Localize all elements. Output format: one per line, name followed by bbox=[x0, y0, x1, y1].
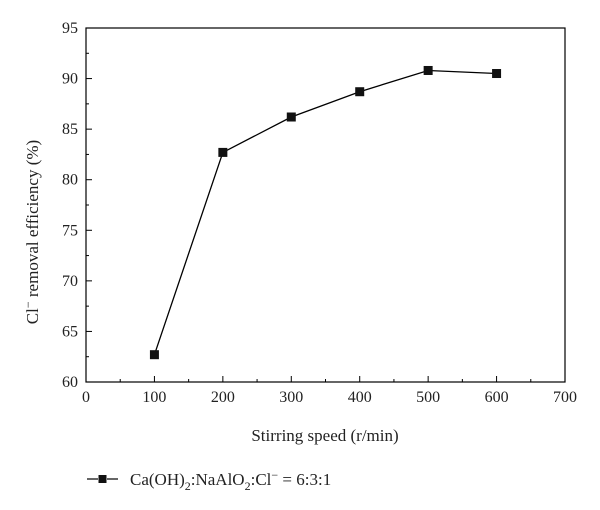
x-tick-label: 600 bbox=[485, 389, 509, 406]
x-tick-label: 700 bbox=[553, 389, 577, 406]
series bbox=[149, 65, 502, 360]
x-tick-label: 0 bbox=[82, 389, 90, 406]
legend-part1: Ca(OH) bbox=[130, 470, 185, 489]
legend-part2: :NaAlO bbox=[191, 470, 245, 489]
x-axis-title: Stirring speed (r/min) bbox=[251, 426, 398, 445]
data-point bbox=[218, 147, 228, 157]
ticks: 0 100 200 300 400 500 600 700 60 65 70 75 80 85 90 95 bbox=[62, 20, 577, 406]
x-tick-label: 400 bbox=[348, 389, 372, 406]
y-tick-label: 60 bbox=[62, 374, 78, 391]
y-axis-title-superscript: − bbox=[21, 301, 35, 308]
legend-part3: :Cl bbox=[251, 470, 272, 489]
plot-frame bbox=[85, 27, 566, 383]
legend-sub2: 2 bbox=[245, 479, 251, 493]
y-axis-title: Cl− removal efficiency (%) bbox=[21, 140, 42, 324]
x-tick-label: 100 bbox=[142, 389, 166, 406]
x-tick-label: 500 bbox=[416, 389, 440, 406]
y-tick-label: 85 bbox=[62, 121, 78, 138]
y-tick-label: 95 bbox=[62, 20, 78, 37]
legend-label: Ca(OH)2:NaAlO2:Cl− = 6:3:1 bbox=[130, 468, 331, 493]
y-tick-label: 65 bbox=[62, 323, 78, 340]
data-point bbox=[286, 112, 296, 122]
y-tick-label: 90 bbox=[62, 71, 78, 88]
data-point bbox=[149, 350, 159, 360]
x-tick-label: 300 bbox=[279, 389, 303, 406]
y-tick-label: 70 bbox=[62, 273, 78, 290]
legend-marker bbox=[98, 475, 107, 483]
legend-sub1: 2 bbox=[185, 479, 191, 493]
series-line bbox=[153, 69, 497, 355]
axes bbox=[85, 27, 566, 383]
legend-sup1: − bbox=[271, 468, 278, 482]
data-point bbox=[355, 87, 365, 97]
legend: Ca(OH)2:NaAlO2:Cl− = 6:3:1 bbox=[87, 468, 331, 493]
legend-part4: = 6:3:1 bbox=[278, 470, 331, 489]
y-axis-title-rest: removal efficiency (%) bbox=[23, 140, 42, 302]
y-tick-label: 75 bbox=[62, 222, 78, 239]
x-tick-label: 200 bbox=[211, 389, 235, 406]
data-point bbox=[423, 65, 433, 75]
y-axis-title-main: Cl bbox=[23, 308, 42, 324]
data-point bbox=[492, 69, 502, 79]
y-tick-label: 80 bbox=[62, 172, 78, 189]
